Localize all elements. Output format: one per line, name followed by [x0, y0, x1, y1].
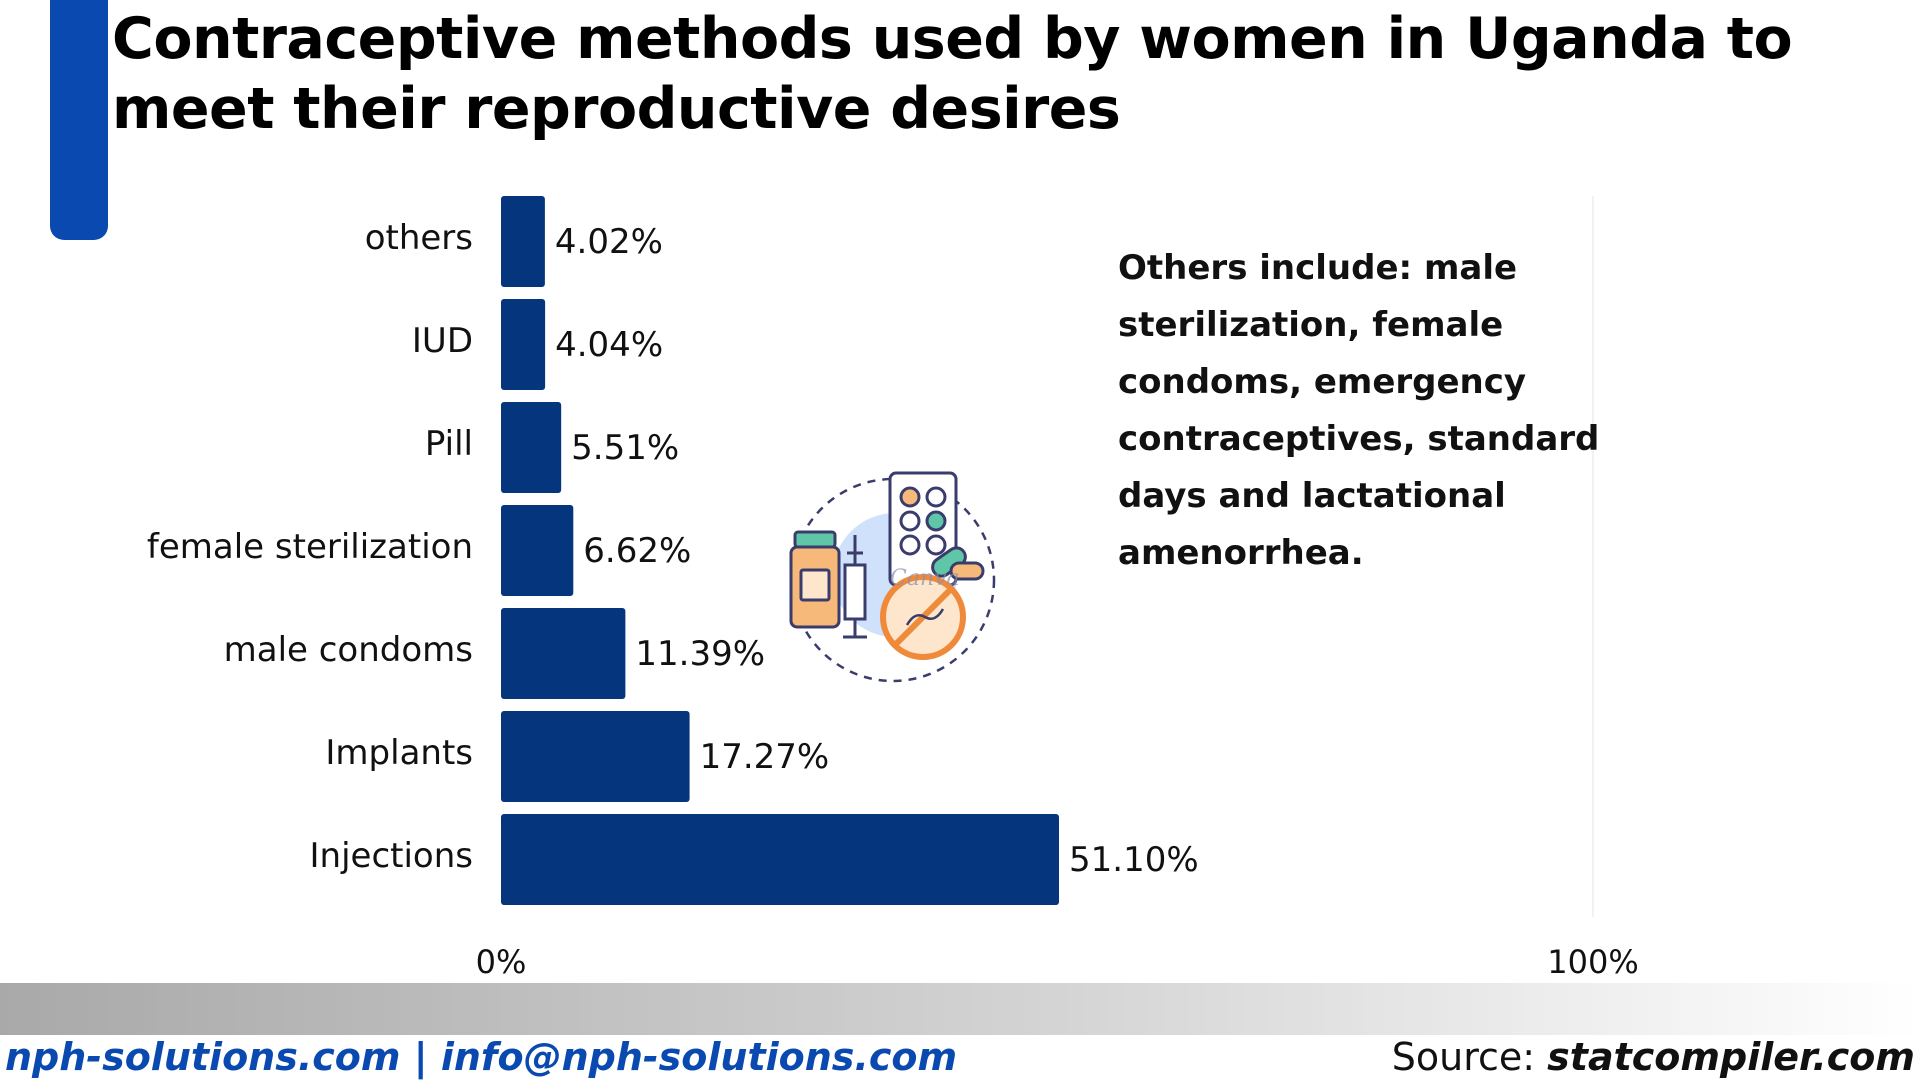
category-label: male condoms	[224, 630, 473, 670]
bar	[501, 196, 545, 287]
note-line: amenorrhea.	[1118, 533, 1364, 573]
value-label: 51.10%	[1069, 840, 1199, 880]
others-note: Others include: male sterilization, fema…	[1118, 240, 1618, 582]
bar	[501, 711, 690, 802]
category-label: Injections	[310, 836, 473, 876]
footer-band	[0, 983, 1920, 1035]
note-line: Others include: male	[1118, 248, 1518, 288]
note-line: days and lactational	[1118, 476, 1506, 516]
contact-link[interactable]: nph-solutions.com | info@nph-solutions.c…	[5, 1035, 958, 1079]
value-label: 4.04%	[555, 325, 663, 365]
bar	[501, 608, 626, 699]
note-line: sterilization, female	[1118, 305, 1504, 345]
value-label: 11.39%	[635, 634, 765, 674]
bar	[501, 299, 546, 390]
bar-chart: others 4.02% IUD 4.04% Pill 5.51% female steri…	[147, 196, 1639, 980]
bar	[501, 402, 562, 493]
source-credit: Source: statcompiler.com	[1392, 1035, 1915, 1079]
page-title: Contraceptive methods used by women in U…	[112, 4, 1812, 144]
note-line: condoms, emergency	[1118, 362, 1527, 402]
source-prefix: Source:	[1391, 1035, 1548, 1079]
category-label: others	[365, 218, 473, 258]
bar	[501, 505, 574, 596]
watermark-text: Canva	[890, 566, 960, 591]
title-line-2: meet their reproductive desires	[112, 76, 1121, 142]
value-label: 5.51%	[571, 428, 679, 468]
value-label: 4.02%	[555, 222, 663, 262]
x-tick-label: 0%	[476, 943, 527, 980]
value-label: 6.62%	[583, 531, 691, 571]
category-label: Pill	[425, 424, 473, 464]
x-tick-label: 100%	[1547, 943, 1638, 980]
category-label: female sterilization	[147, 527, 473, 567]
title-line-1: Contraceptive methods used by women in U…	[112, 6, 1793, 72]
title-accent-bar	[50, 0, 108, 240]
value-label: 17.27%	[700, 737, 830, 777]
category-label: IUD	[412, 321, 473, 361]
note-line: contraceptives, standard	[1118, 419, 1600, 459]
source-site[interactable]: statcompiler.com	[1547, 1035, 1915, 1079]
bar	[501, 814, 1060, 905]
category-label: Implants	[325, 733, 473, 773]
contraceptives-icon: Canva	[789, 471, 996, 683]
